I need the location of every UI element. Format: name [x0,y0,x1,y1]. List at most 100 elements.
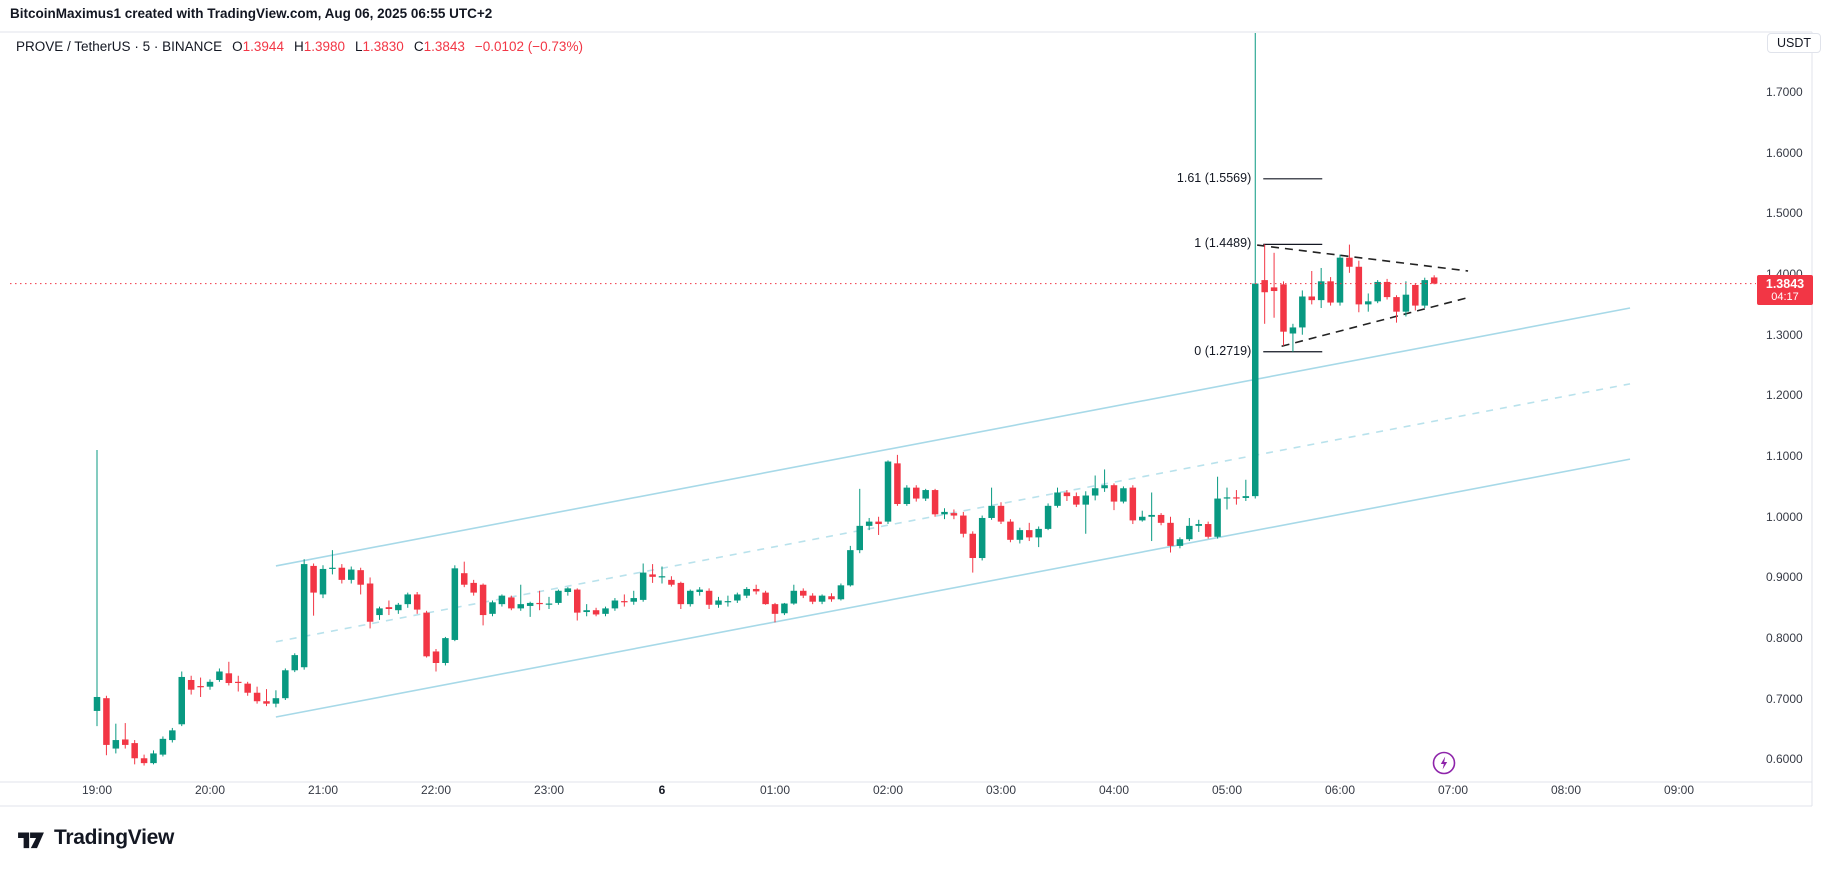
candle [1139,510,1146,522]
candle [112,723,120,754]
candle-body [1091,488,1099,496]
time-tick-label: 6 [658,783,666,797]
candle [263,689,270,707]
candle-body [310,565,317,593]
candle [1412,283,1419,311]
candle-body [244,683,251,693]
candle-body [1421,280,1428,306]
last-price-badge: 1.3843 04:17 [1757,275,1813,306]
flash-event-marker[interactable] [1432,751,1456,775]
candle [169,727,176,743]
candle [376,606,383,620]
candle [790,584,798,605]
candle [1327,277,1334,306]
candle-body [225,673,233,684]
pennant-pattern[interactable] [1257,244,1471,348]
candle-body [781,603,788,614]
tradingview-logo-text: TradingView [54,826,175,849]
candle [602,606,609,617]
candle-body [715,600,722,605]
candle-body [1195,524,1202,526]
time-tick-label: 22:00 [420,783,452,797]
candle-body [178,676,185,725]
candle [734,592,741,603]
channel-mid-line[interactable] [275,383,1631,643]
candle-body [1223,497,1231,499]
candle [442,636,449,666]
candle-body [169,730,176,741]
candle [828,593,835,602]
candle-body [1214,498,1221,537]
pennant-lower-trendline[interactable] [1281,296,1471,348]
candle-body [762,592,769,605]
time-tick-label: 01:00 [759,783,791,797]
time-tick-label: 05:00 [1211,783,1243,797]
candle [781,602,788,616]
candle-body [122,739,129,745]
candle-body [1430,277,1438,284]
tradingview-logo[interactable]: TradingView [16,826,174,850]
candle-body [442,638,449,663]
symbol-legend: PROVE / TetherUS · 5 · BINANCE O1.3944 H1.… [16,39,583,54]
candle-body [1412,284,1419,306]
channel-lower-line[interactable] [275,458,1631,718]
candle [658,566,666,584]
time-tick-label: 20:00 [194,783,226,797]
candle-body [564,588,572,593]
candle-body [743,588,750,596]
candle-body [1383,281,1391,298]
candle [1336,254,1344,306]
candle [1167,516,1174,553]
pennant-upper-trendline[interactable] [1257,244,1469,272]
currency-unit-button[interactable]: USDT [1767,33,1822,53]
candle-body [1157,514,1165,523]
candle [1280,281,1287,346]
fib-level-label: 1.61 (1.5569) [1176,170,1252,185]
candle [555,589,562,605]
candle [140,754,148,766]
candle-body [865,521,873,526]
candle-body [1073,496,1080,505]
candle-body [395,604,402,611]
candle [1242,479,1250,501]
candle [875,516,882,535]
candle-body [611,600,619,609]
candle [1176,537,1184,549]
channel-upper-line[interactable] [275,307,1631,567]
legend-ohlc-value: 1.3830 [362,39,404,54]
candle [93,450,101,727]
trend-channel[interactable] [275,307,1631,718]
candle-body [526,602,534,606]
candle-body [1139,516,1146,521]
candle [348,566,355,584]
candle-body [828,596,835,600]
candle-body [696,589,703,593]
fib-extension[interactable] [1263,178,1323,353]
candle [395,602,402,614]
candle [1214,476,1221,539]
candle [1195,519,1202,532]
candle-body [498,595,506,605]
candle [1120,486,1127,504]
candle-body [159,738,167,755]
candle [103,695,110,756]
candle [592,607,600,617]
candle [1421,277,1428,309]
candle-body [837,585,845,600]
candle [922,488,929,501]
candle-body [423,612,430,657]
candle-body [1063,492,1071,497]
legend-exchange: BINANCE [162,39,223,54]
candle [366,577,374,629]
time-tick-label: 23:00 [533,783,565,797]
candle-body [1101,485,1108,489]
candle-body [131,743,138,759]
price-tick-label: 1.0000 [1766,509,1803,524]
candle-body [291,655,298,671]
candle [451,565,459,642]
candle-body [734,594,741,601]
legend-symbol-title[interactable]: PROVE / TetherUS · 5 · BINANCE [16,39,223,54]
candle-body [1317,281,1325,301]
candle-body [1129,487,1137,521]
